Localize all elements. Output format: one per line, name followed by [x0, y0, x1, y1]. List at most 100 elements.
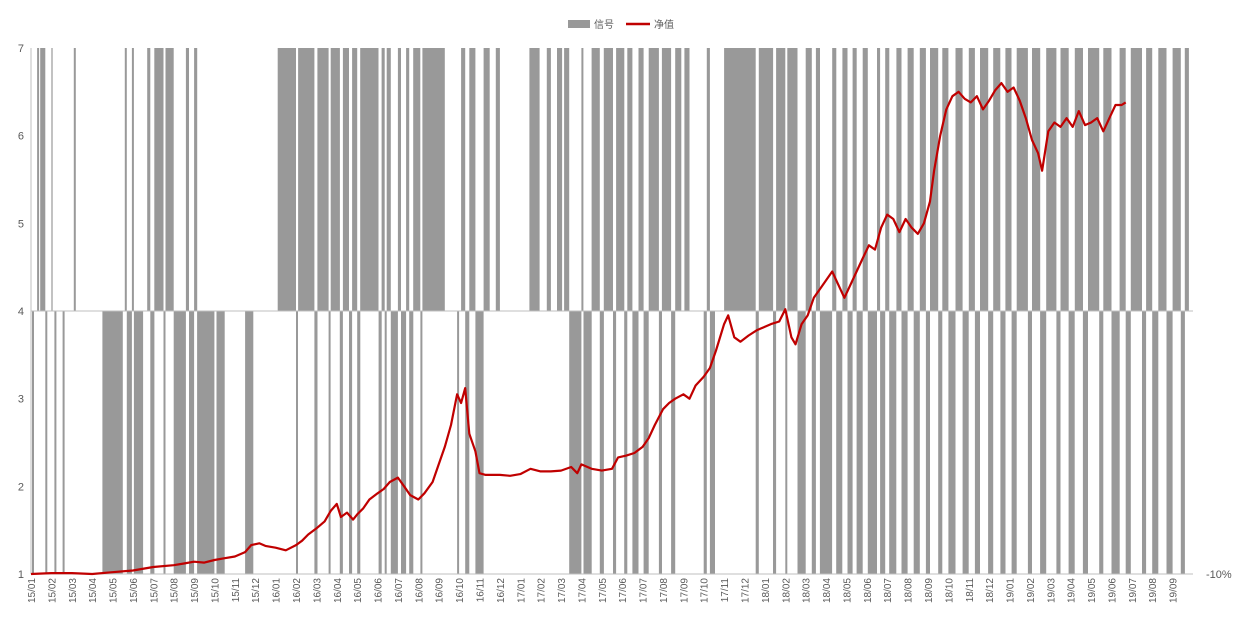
signal-column [758, 48, 774, 311]
signal-column [684, 48, 690, 311]
x-tick-label: 15/09 [190, 578, 201, 603]
x-tick-label: 18/12 [985, 578, 996, 603]
signal-column [1146, 48, 1153, 311]
signal-column [703, 311, 707, 574]
signal-column [962, 311, 969, 574]
legend-label-nav: 净值 [654, 18, 674, 31]
signal-column [980, 48, 989, 311]
signal-column [194, 48, 198, 311]
signal-column [564, 48, 570, 311]
x-tick-label: 15/02 [47, 578, 58, 603]
signal-column [409, 311, 414, 574]
signal-column [557, 48, 563, 311]
signal-column [811, 311, 816, 574]
signal-column [40, 48, 46, 311]
signal-column [1111, 311, 1120, 574]
signal-column [993, 48, 1001, 311]
signal-column [1005, 48, 1012, 311]
signal-column [1032, 48, 1041, 311]
x-tick-label: 15/10 [210, 578, 221, 603]
signal-column [862, 48, 868, 311]
x-tick-label: 17/10 [700, 578, 711, 603]
x-tick-label: 16/01 [272, 578, 283, 603]
x-tick-label: 16/02 [292, 578, 303, 603]
signal-column [131, 48, 134, 311]
signal-column [787, 48, 798, 311]
signal-column [357, 311, 361, 574]
x-tick-label: 19/01 [1006, 578, 1017, 603]
x-tick-label: 16/06 [374, 578, 385, 603]
signal-column [317, 48, 329, 311]
y-tick-label: 7 [18, 43, 24, 55]
signal-column [51, 48, 53, 311]
x-tick-label: 19/07 [1128, 578, 1139, 603]
x-tick-label: 18/09 [924, 578, 935, 603]
signal-column [124, 48, 127, 311]
signal-column [422, 48, 445, 311]
signal-column [330, 48, 340, 311]
x-tick-label: 17/04 [577, 578, 588, 603]
signal-column [457, 311, 460, 574]
x-tick-label: 17/09 [679, 578, 690, 603]
signal-column [889, 311, 897, 574]
right-axis-label: -10% [1206, 569, 1232, 581]
x-tick-label: 18/02 [781, 578, 792, 603]
y-tick-label: 3 [18, 394, 24, 406]
signal-column [658, 311, 662, 574]
signal-column [815, 48, 820, 311]
signal-columns [32, 48, 1189, 574]
x-tick-label: 15/04 [88, 578, 99, 603]
y-tick-label: 4 [18, 306, 24, 318]
signal-column [1103, 48, 1112, 311]
signal-column [328, 311, 331, 574]
x-tick-label: 15/05 [109, 578, 120, 603]
x-tick-label: 18/06 [863, 578, 874, 603]
x-tick-label: 17/06 [618, 578, 629, 603]
y-tick-label: 2 [18, 481, 24, 493]
signal-column [955, 48, 963, 311]
signal-column [942, 48, 949, 311]
signal-column [599, 311, 604, 574]
x-tick-label: 15/06 [129, 578, 140, 603]
signal-column [165, 48, 174, 311]
signal-column [381, 48, 385, 311]
x-tick-label: 18/11 [965, 578, 976, 603]
x-tick-label: 19/02 [1026, 578, 1037, 603]
signal-column [885, 48, 890, 311]
signal-column [1158, 48, 1167, 311]
x-tick-label: 16/05 [353, 578, 364, 603]
x-tick-label: 16/09 [435, 578, 446, 603]
signal-column [465, 311, 470, 574]
signal-column [216, 311, 225, 574]
x-tick-label: 18/03 [802, 578, 813, 603]
legend-label-signal: 信号 [594, 19, 614, 31]
x-tick-label: 18/05 [842, 578, 853, 603]
signal-column [189, 311, 195, 574]
signal-column [1119, 48, 1126, 311]
x-tick-labels: 15/01 15/02 15/03 15/04 15/05 15/06 15/07 15/08… [27, 578, 1180, 603]
x-tick-label: 16/10 [455, 578, 466, 603]
x-tick-label: 15/07 [149, 578, 160, 603]
x-tick-label: 15/12 [251, 578, 262, 603]
signal-column [988, 311, 994, 574]
signal-column [54, 311, 57, 574]
signal-column [819, 311, 833, 574]
signal-column [907, 48, 914, 311]
signal-column [930, 48, 939, 311]
signal-column [469, 48, 476, 311]
signal-column [401, 311, 407, 574]
signal-column [1060, 48, 1069, 311]
signal-column [397, 48, 401, 311]
signal-column [624, 311, 628, 574]
x-tick-label: 19/09 [1169, 578, 1180, 603]
signal-column [62, 311, 65, 574]
x-tick-label: 19/05 [1087, 578, 1098, 603]
signal-column [1166, 311, 1173, 574]
signal-column [896, 48, 902, 311]
signal-column [314, 311, 318, 574]
signal-column [163, 311, 166, 574]
x-tick-label: 19/08 [1148, 578, 1159, 603]
signal-column [616, 48, 625, 311]
x-tick-label: 16/03 [312, 578, 323, 603]
signal-column [349, 311, 353, 574]
